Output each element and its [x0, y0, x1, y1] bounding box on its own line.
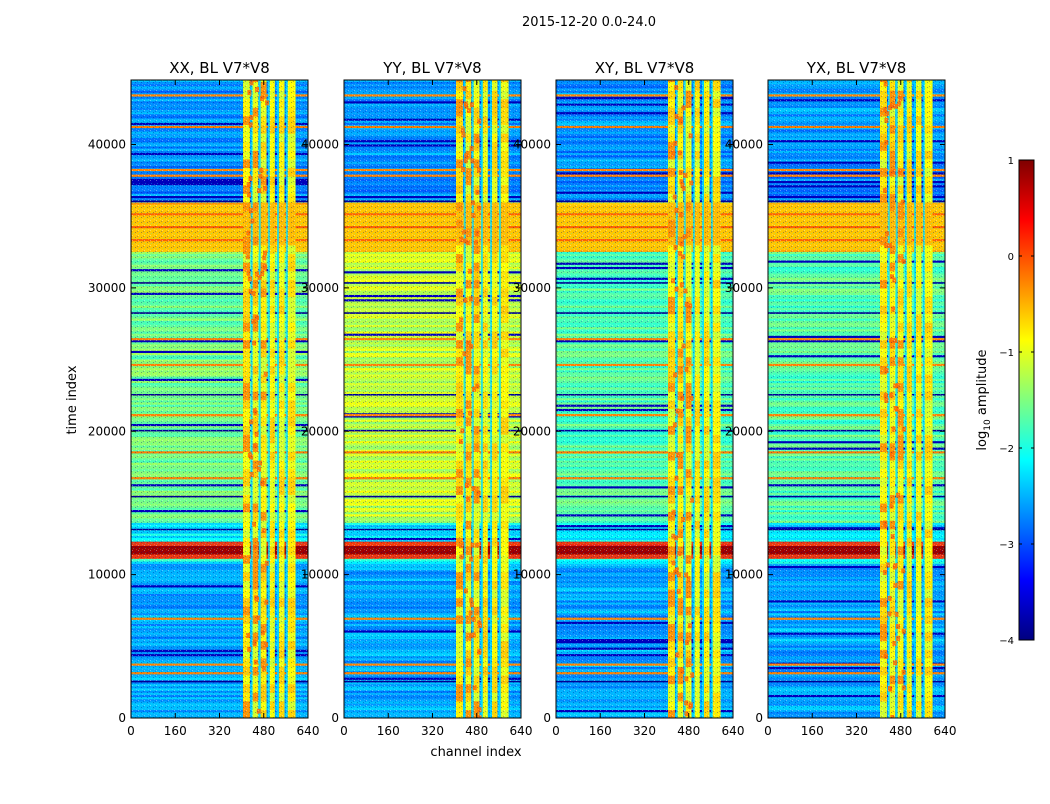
- x-tick-label: 480: [465, 724, 488, 738]
- x-tick-label: 0: [340, 724, 348, 738]
- y-tick-label: 20000: [513, 424, 551, 438]
- x-tick-label: 160: [377, 724, 400, 738]
- x-tick-label: 640: [510, 724, 533, 738]
- x-tick-label: 160: [589, 724, 612, 738]
- heatmap-image-xy: [556, 80, 733, 718]
- x-tick-label: 480: [252, 724, 275, 738]
- colorbar-ticks: −4 −3 −2 −1 0 1: [999, 156, 1034, 647]
- y-tick-label: 10000: [725, 568, 763, 582]
- heatmap-image-yx: [768, 80, 945, 718]
- y-tick-label: 0: [543, 711, 551, 725]
- colorbar: −4 −3 −2 −1 0 1 log10 amplitude: [975, 156, 1035, 647]
- colorbar-label: log10 amplitude: [975, 349, 993, 450]
- y-tick-label: 20000: [301, 424, 339, 438]
- y-tick-label: 40000: [88, 138, 126, 152]
- x-tick-label: 640: [934, 724, 957, 738]
- y-tick-label: 0: [755, 711, 763, 725]
- x-tick-label: 0: [127, 724, 135, 738]
- x-axis-label: channel index: [430, 745, 521, 760]
- x-tick-label: 640: [297, 724, 320, 738]
- colorbar-tick-label: −3: [999, 540, 1014, 551]
- y-tick-label: 40000: [725, 138, 763, 152]
- colorbar-gradient: [1018, 159, 1035, 641]
- y-tick-label: 30000: [88, 281, 126, 295]
- x-tick-label: 320: [633, 724, 656, 738]
- y-tick-label: 10000: [88, 568, 126, 582]
- y-axis-label: time index: [65, 365, 80, 434]
- panel-xx: XX, BL V7*V8 0 160 320 480 640 0 10000 20000 3000…: [88, 59, 320, 738]
- x-tick-label: 480: [889, 724, 912, 738]
- colorbar-tick-label: −4: [999, 636, 1014, 647]
- x-tick-label: 0: [764, 724, 772, 738]
- y-tick-label: 0: [331, 711, 339, 725]
- y-tick-label: 30000: [513, 281, 551, 295]
- heatmap-image-yy: [344, 80, 521, 718]
- heatmap-image-xx: [131, 80, 308, 718]
- y-tick-label: 0: [118, 711, 126, 725]
- x-tick-label: 160: [164, 724, 187, 738]
- x-tick-label: 480: [677, 724, 700, 738]
- y-tick-label: 30000: [301, 281, 339, 295]
- x-tick-label: 640: [722, 724, 745, 738]
- colorbar-tick-label: −2: [999, 444, 1014, 455]
- y-tick-label: 40000: [301, 138, 339, 152]
- y-tick-label: 10000: [301, 568, 339, 582]
- y-tick-label: 20000: [725, 424, 763, 438]
- panel-xy: XY, BL V7*V8 0 160 320 480 640 0 10000 20000 3000…: [513, 59, 745, 738]
- panel-title: YX, BL V7*V8: [806, 59, 907, 77]
- colorbar-tick-label: 1: [1008, 156, 1014, 167]
- panel-title: XX, BL V7*V8: [169, 59, 270, 77]
- figure-suptitle: 2015-12-20 0.0-24.0: [522, 15, 656, 30]
- y-tick-label: 10000: [513, 568, 551, 582]
- y-tick-label: 40000: [513, 138, 551, 152]
- x-tick-label: 320: [845, 724, 868, 738]
- panel-title: XY, BL V7*V8: [595, 59, 695, 77]
- panels-group: XX, BL V7*V8 0 160 320 480 640 0 10000 20000 3000…: [88, 59, 957, 738]
- panel-title: YY, BL V7*V8: [382, 59, 481, 77]
- y-tick-label: 20000: [88, 424, 126, 438]
- x-tick-label: 320: [421, 724, 444, 738]
- colorbar-tick-label: −1: [999, 348, 1014, 359]
- x-tick-label: 320: [208, 724, 231, 738]
- colorbar-tick-label: 0: [1008, 252, 1014, 263]
- panel-yx: YX, BL V7*V8 0 160 320 480 640 0 10000 20000 3000…: [725, 59, 957, 738]
- x-tick-label: 0: [552, 724, 560, 738]
- y-tick-label: 30000: [725, 281, 763, 295]
- x-tick-label: 160: [801, 724, 824, 738]
- panel-yy: YY, BL V7*V8 0 160 320 480 640 0 10000 20000 3000…: [301, 59, 533, 738]
